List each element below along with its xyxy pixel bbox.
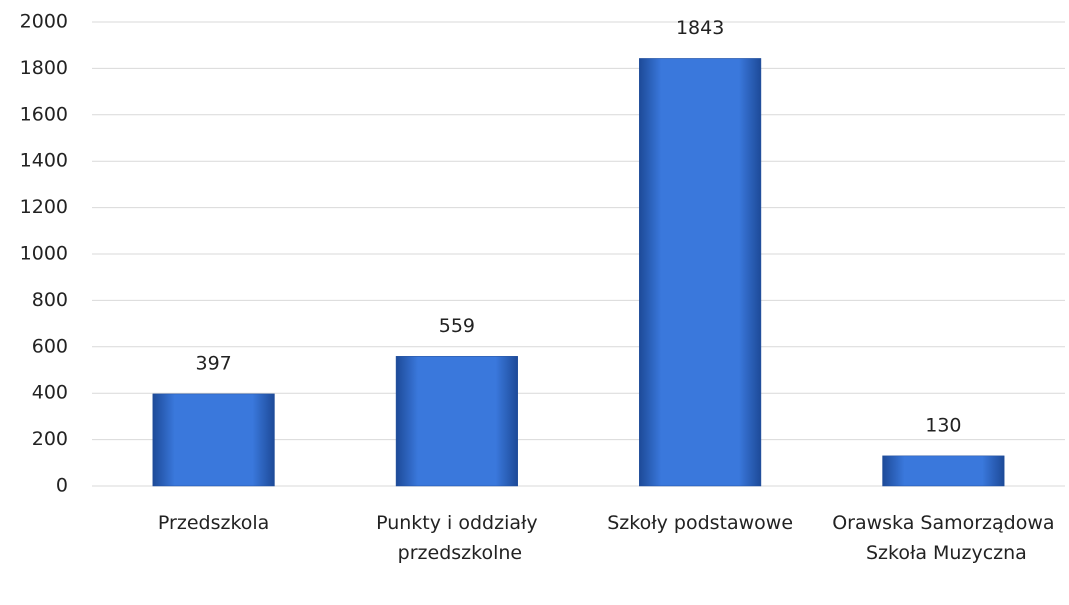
x-tick-label: Orawska Samorządowa Szkoła Muzyczna <box>832 512 1054 564</box>
data-label: 397 <box>195 352 231 374</box>
x-tick-label: Punkty i oddziały przedszkolne <box>376 512 538 564</box>
y-tick-label: 400 <box>32 382 68 404</box>
y-tick-label: 1800 <box>20 57 68 79</box>
data-label: 1843 <box>676 17 724 39</box>
bar <box>882 455 1005 487</box>
data-label: 130 <box>925 414 961 436</box>
y-tick-label: 1400 <box>20 150 68 172</box>
y-tick-label: 2000 <box>20 11 68 33</box>
y-tick-label: 1600 <box>20 103 68 125</box>
bar <box>395 356 518 487</box>
y-tick-label: 1000 <box>20 243 68 265</box>
y-tick-label: 800 <box>32 289 68 311</box>
y-tick-label: 0 <box>56 475 68 497</box>
x-tick-label: Przedszkola <box>158 512 269 534</box>
bar <box>152 393 275 487</box>
bar <box>639 58 762 487</box>
y-tick-label: 200 <box>32 428 68 450</box>
y-tick-label: 600 <box>32 335 68 357</box>
data-label: 559 <box>439 315 475 337</box>
x-tick-label: Szkoły podstawowe <box>607 512 793 534</box>
y-tick-label: 1200 <box>20 196 68 218</box>
